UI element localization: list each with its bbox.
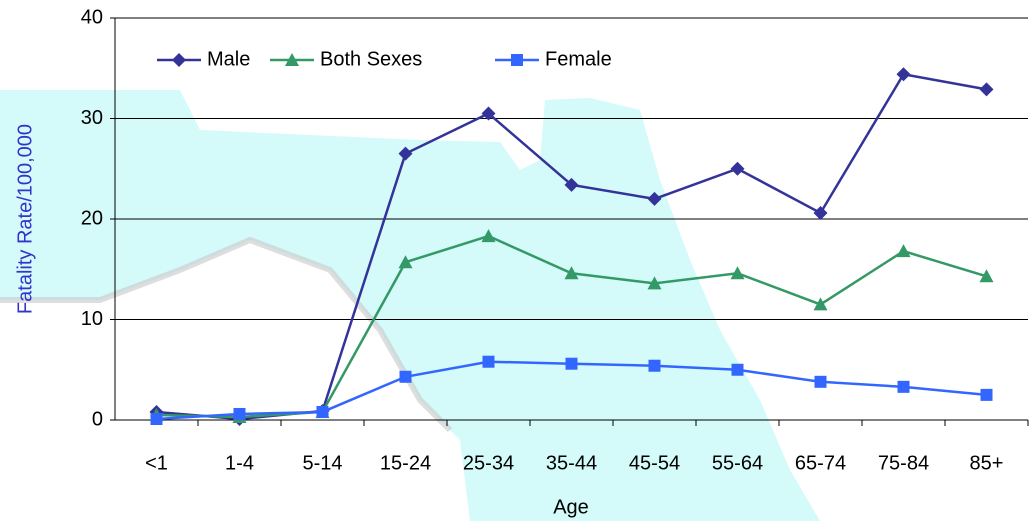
data-point [980,388,993,401]
data-point [979,82,994,97]
data-point [979,269,994,283]
data-point [481,229,496,243]
y-tick-label: 20 [81,207,103,229]
data-point [150,412,163,425]
x-tick-label: 5-14 [302,452,342,474]
x-tick-label: 85+ [970,452,1004,474]
map-shape [0,90,820,521]
data-point [896,67,911,82]
data-point [897,380,910,393]
legend-label: Female [545,48,612,70]
y-tick-label: 30 [81,107,103,129]
y-tick-label: 40 [81,6,103,28]
x-tick-label: <1 [145,452,168,474]
data-point [813,297,828,311]
x-tick-label: 65-74 [795,452,846,474]
data-point [398,255,413,269]
data-point [647,191,662,206]
y-tick-label: 10 [81,308,103,330]
x-axis-title: Age [553,496,589,518]
data-point [398,146,413,161]
map-shadow [0,236,453,433]
x-tick-label: 15-24 [380,452,431,474]
legend-marker [285,53,299,66]
legend-marker [511,54,523,66]
y-tick-label: 0 [92,408,103,430]
legend-marker [172,53,186,67]
x-tick-label: 45-54 [629,452,680,474]
data-point [481,106,496,121]
background-map [0,90,820,521]
data-point [233,407,246,420]
legend-label: Both Sexes [320,48,422,70]
data-point [565,357,578,370]
data-point [564,177,579,192]
x-tick-label: 1-4 [225,452,254,474]
data-point [814,375,827,388]
data-point [648,359,661,372]
data-point [399,370,412,383]
data-point [482,355,495,368]
x-tick-label: 75-84 [878,452,929,474]
legend-label: Male [207,48,250,70]
data-point [564,266,579,280]
x-tick-label: 55-64 [712,452,763,474]
data-point [730,161,745,176]
y-axis-title: Fatality Rate/100,000 [14,124,36,314]
data-point [316,405,329,418]
data-point [731,363,744,376]
data-point [730,266,745,280]
data-point [896,244,911,258]
x-tick-label: 35-44 [546,452,597,474]
x-tick-label: 25-34 [463,452,514,474]
data-point [813,205,828,220]
data-point [647,276,662,290]
